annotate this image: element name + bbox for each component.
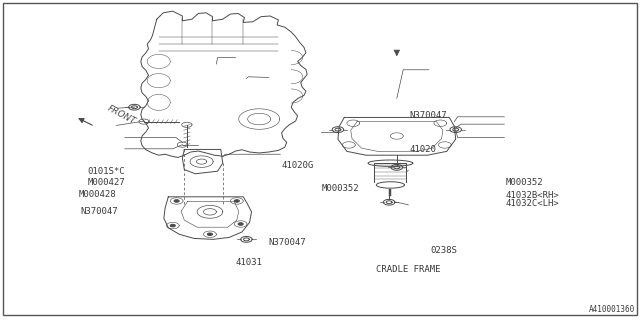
Circle shape <box>174 200 179 202</box>
Circle shape <box>207 233 212 236</box>
Text: M000352: M000352 <box>321 184 359 193</box>
Text: M000352: M000352 <box>506 178 543 187</box>
Text: 41032B<RH>: 41032B<RH> <box>506 191 559 200</box>
Text: N370047: N370047 <box>81 207 118 216</box>
Circle shape <box>170 224 175 227</box>
Text: M000427: M000427 <box>87 178 125 187</box>
Text: FRONT: FRONT <box>106 104 137 126</box>
Text: A410001360: A410001360 <box>589 305 635 314</box>
Text: N370047: N370047 <box>410 111 447 120</box>
Polygon shape <box>374 163 406 182</box>
Text: 41032C<LH>: 41032C<LH> <box>506 199 559 208</box>
Circle shape <box>234 200 239 202</box>
Polygon shape <box>368 160 413 166</box>
Text: 41031: 41031 <box>236 258 262 267</box>
Text: N370047: N370047 <box>269 238 307 247</box>
Text: 0101S*C: 0101S*C <box>87 167 125 176</box>
Circle shape <box>238 223 243 225</box>
Text: 0238S: 0238S <box>430 246 457 255</box>
Polygon shape <box>376 182 404 188</box>
Text: 41020G: 41020G <box>282 161 314 170</box>
Text: M000428: M000428 <box>79 190 116 199</box>
Text: 41020: 41020 <box>410 145 436 154</box>
Text: CRADLE FRAME: CRADLE FRAME <box>376 265 441 274</box>
